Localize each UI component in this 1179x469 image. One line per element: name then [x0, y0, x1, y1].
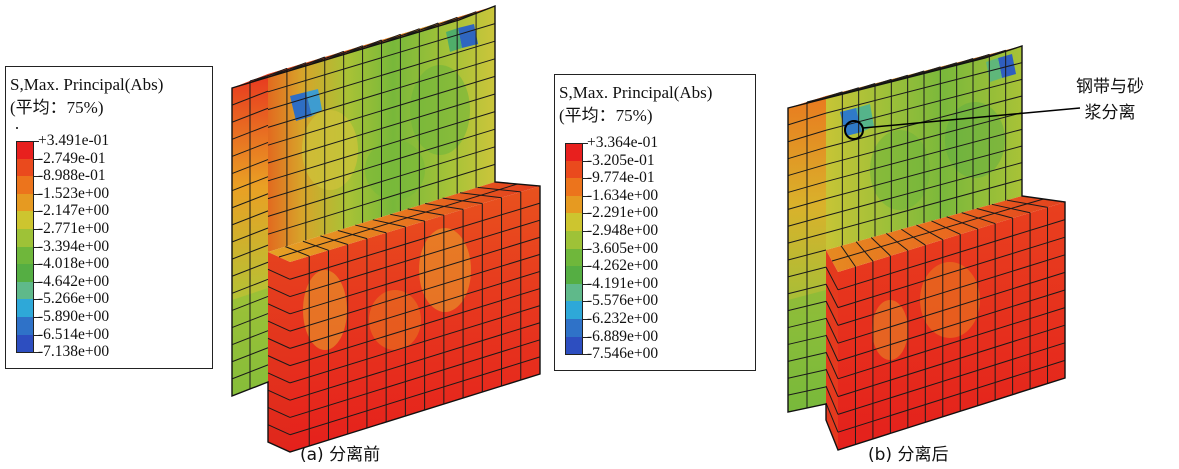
- legend-swatch: [565, 248, 583, 267]
- legend-value: -8.988e-01: [38, 167, 106, 185]
- legend-tick: [34, 281, 39, 283]
- legend-tick: [34, 334, 39, 336]
- legend-value: -4.018e+00: [38, 255, 110, 273]
- legend-tick: [583, 213, 588, 215]
- legend-value: -5.576e+00: [587, 292, 659, 310]
- legend-tick: [583, 301, 588, 303]
- legend-value: -2.948e+00: [587, 222, 659, 239]
- legend-title: S,Max. Principal(Abs): [10, 75, 164, 94]
- legend-swatch: [565, 143, 583, 162]
- legend-value: -6.514e+00: [38, 325, 110, 343]
- stress-concentration: [290, 92, 312, 121]
- legend-tick: [583, 195, 588, 197]
- legend-value: -9.774e-01: [587, 169, 655, 187]
- legend-value: -6.232e+00: [587, 310, 659, 327]
- legend-value: -7.138e+00: [38, 343, 110, 361]
- legend-tick: [34, 264, 39, 266]
- legend-value: -6.889e+00: [587, 327, 659, 345]
- legend-swatch: [16, 176, 34, 194]
- legend-value: -3.205e-01: [587, 151, 655, 169]
- legend-tick: [34, 176, 39, 178]
- legend-tick: [583, 266, 588, 268]
- model-panel-a: [231, 4, 541, 453]
- legend-tick: [583, 336, 588, 338]
- legend-tick: [34, 299, 39, 301]
- legend-averaging: (平均：75%): [10, 98, 104, 117]
- legend-tick: [583, 178, 588, 180]
- legend-swatch: [16, 299, 34, 317]
- legend-panel-a: S,Max. Principal(Abs) (平均：75%) +3.491e-0…: [5, 66, 213, 369]
- face-top-lower: [826, 196, 1065, 272]
- legend-swatch: [565, 213, 583, 231]
- legend-value: -2.291e+00: [587, 204, 659, 222]
- legend-marker: [16, 127, 18, 129]
- legend-value: -5.266e+00: [38, 290, 110, 308]
- legend-tick: [583, 283, 588, 285]
- legend-swatch: [16, 211, 34, 229]
- legend-value: -4.642e+00: [38, 272, 110, 290]
- legend-tick: [34, 246, 39, 248]
- legend-value: +3.491e-01: [38, 132, 110, 149]
- legend-value: -3.394e+00: [38, 237, 110, 255]
- legend-tick: [34, 317, 39, 318]
- legend-tick: [583, 248, 588, 250]
- annotation-line-1: 钢带与砂: [1076, 77, 1144, 97]
- legend-swatch: [16, 264, 34, 282]
- legend-value: -4.191e+00: [587, 274, 659, 292]
- legend-swatch: [16, 317, 34, 335]
- separation-marker: [844, 120, 864, 140]
- legend-swatch: [16, 158, 34, 177]
- legend-tick: [34, 141, 39, 142]
- legend-value: -5.890e+00: [38, 308, 110, 325]
- legend-panel-b: S,Max. Principal(Abs) (平均：75%) +3.364e-0…: [554, 74, 756, 371]
- legend-tick: [34, 211, 39, 213]
- legend-swatch: [565, 301, 583, 319]
- legend-value: -2.749e-01: [38, 149, 106, 167]
- legend-swatch: [565, 160, 583, 179]
- legend-swatch: [16, 334, 34, 354]
- annotation-leader: [862, 107, 1081, 129]
- caption-panel-a: (a) 分离前: [300, 445, 381, 465]
- legend-value: -4.262e+00: [587, 257, 659, 275]
- legend-tick: [583, 160, 588, 162]
- legend-tick: [583, 319, 588, 320]
- face-left-lower: [826, 250, 838, 450]
- legend-tick: [34, 229, 39, 230]
- legend-swatch: [565, 336, 583, 356]
- legend-swatch: [565, 283, 583, 302]
- legend-swatch: [565, 231, 583, 249]
- annotation-line-2: 浆分离: [1084, 103, 1136, 123]
- legend-swatch: [16, 281, 34, 300]
- legend-swatch: [16, 141, 34, 160]
- legend-swatch: [16, 193, 34, 212]
- legend-title: S,Max. Principal(Abs): [559, 83, 713, 102]
- legend-tick: [34, 158, 39, 160]
- legend-value: -3.605e+00: [587, 239, 659, 257]
- legend-value: -7.546e+00: [587, 345, 659, 363]
- model-panel-b: [787, 45, 1081, 451]
- legend-tick: [583, 231, 588, 232]
- legend-tick: [583, 354, 588, 356]
- legend-tick: [34, 193, 39, 195]
- legend-swatch: [16, 229, 34, 247]
- legend-averaging: (平均：75%): [559, 106, 653, 125]
- annotation-label: 钢带与砂 浆分离: [1076, 74, 1144, 126]
- legend-tick: [34, 352, 39, 354]
- legend-swatch: [565, 195, 583, 214]
- legend-swatch: [565, 266, 583, 284]
- face-left-lower: [268, 252, 290, 452]
- legend-value: +3.364e-01: [587, 134, 659, 151]
- legend-swatch: [16, 246, 34, 265]
- legend-value: -2.147e+00: [38, 202, 110, 220]
- legend-swatch: [565, 178, 583, 196]
- legend-tick: [583, 143, 588, 144]
- legend-value: -2.771e+00: [38, 220, 110, 237]
- legend-value: -1.523e+00: [38, 184, 110, 202]
- caption-panel-b: (b) 分离后: [868, 445, 949, 465]
- legend-value: -1.634e+00: [587, 186, 659, 204]
- legend-swatch: [565, 319, 583, 337]
